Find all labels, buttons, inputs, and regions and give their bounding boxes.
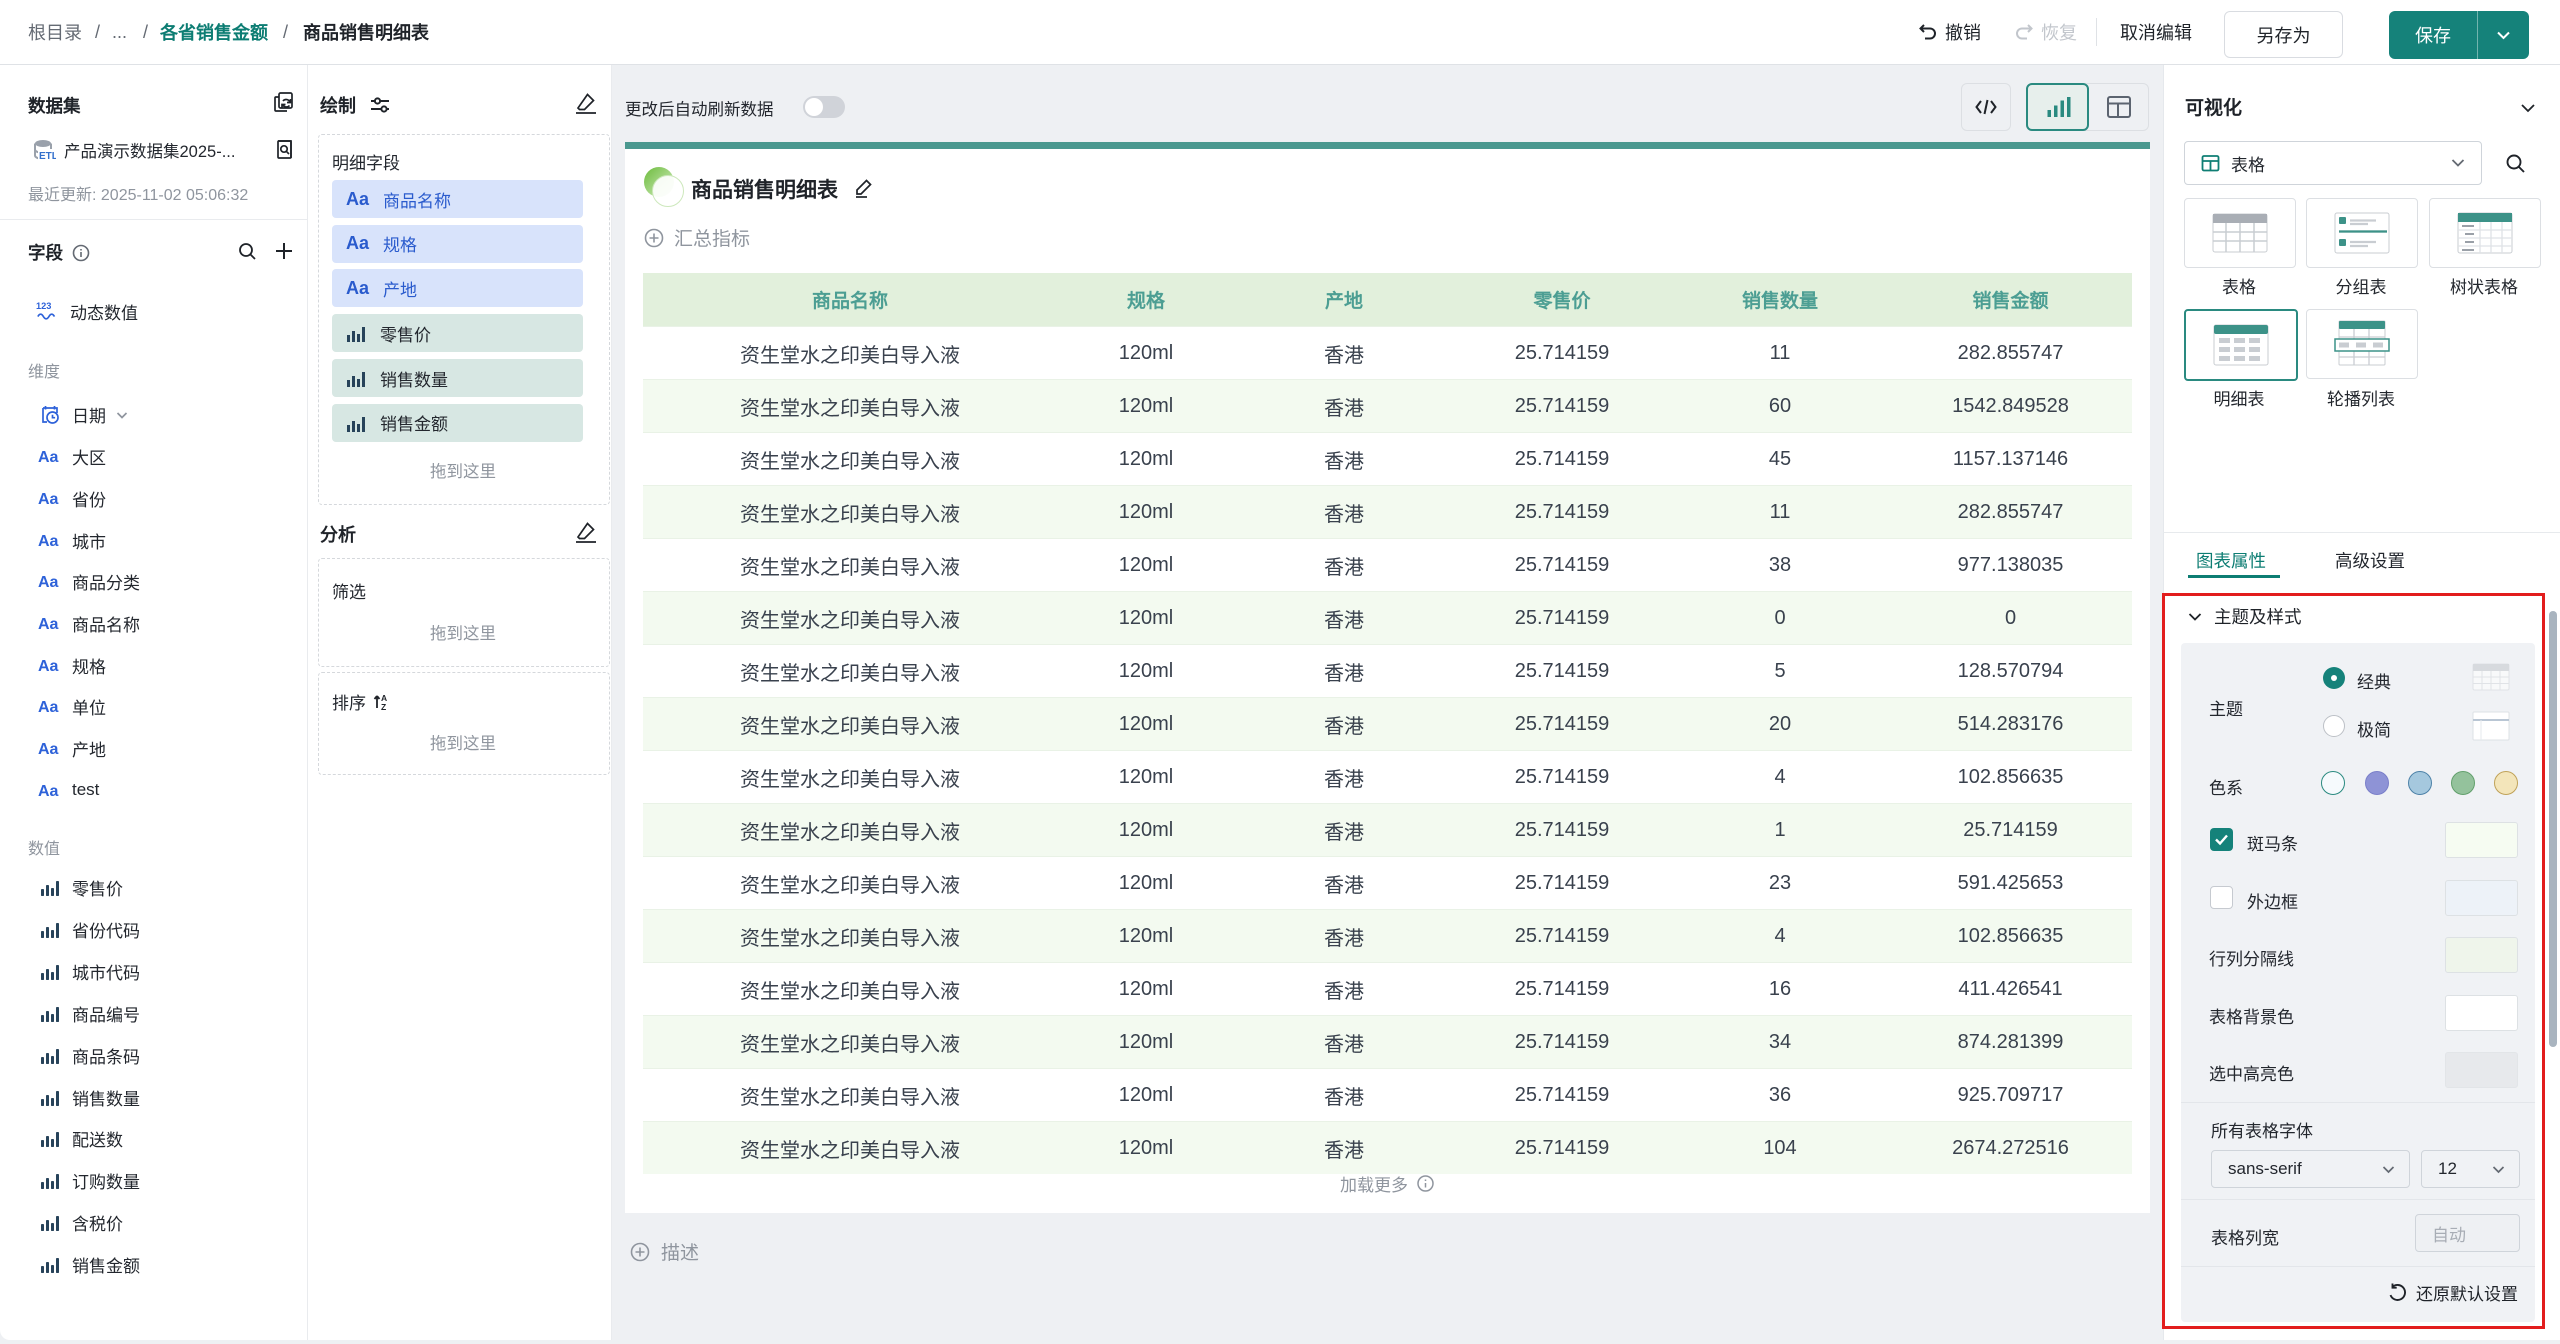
svg-text:Aa: Aa: [38, 616, 59, 632]
svg-text:Aa: Aa: [38, 491, 59, 507]
svg-text:Aa: Aa: [38, 741, 59, 757]
svg-text:Aa: Aa: [38, 658, 59, 674]
svg-text:Aa: Aa: [38, 533, 59, 549]
svg-text:A: A: [381, 693, 387, 703]
svg-text:Z: Z: [381, 702, 386, 712]
svg-text:123: 123: [36, 301, 51, 311]
svg-text:Aa: Aa: [38, 783, 59, 799]
svg-text:ETL: ETL: [39, 151, 56, 162]
svg-text:Aa: Aa: [38, 449, 59, 465]
svg-text:Aa: Aa: [38, 699, 59, 715]
svg-text:Aa: Aa: [38, 574, 59, 590]
